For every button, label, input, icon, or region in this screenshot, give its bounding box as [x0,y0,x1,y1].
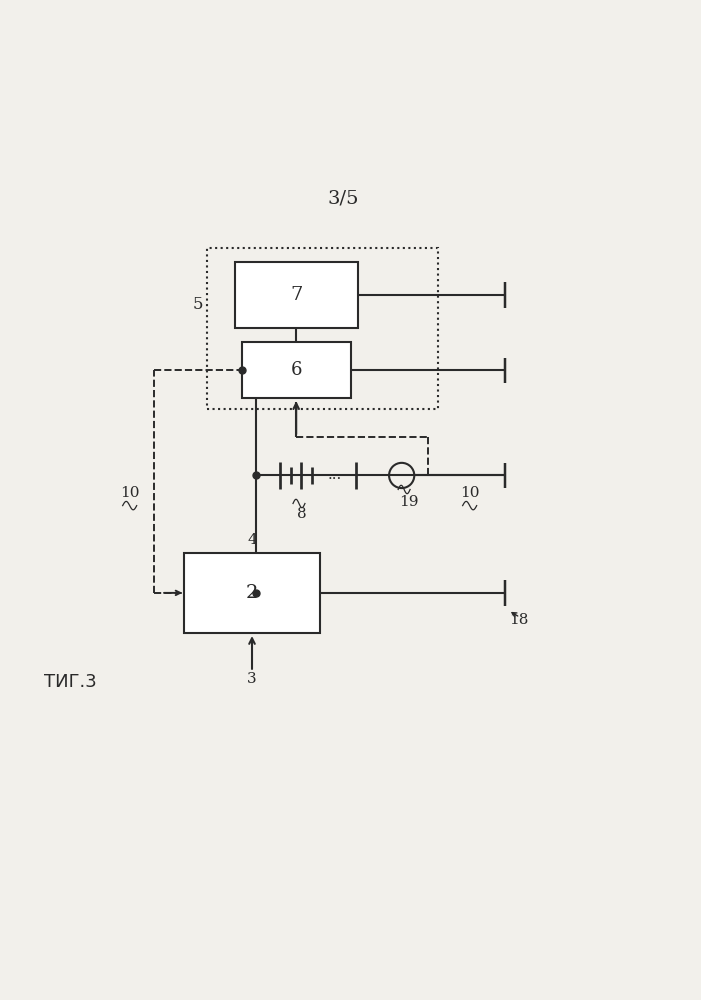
Bar [235,262,358,328]
Text: 8: 8 [297,507,306,521]
Bar [207,248,438,409]
Text: 19: 19 [399,495,418,509]
Text: 7: 7 [290,286,302,304]
Text: 4: 4 [247,533,257,547]
Text: 3: 3 [247,672,257,686]
Text: 18: 18 [509,613,529,627]
Text: 3/5: 3/5 [328,190,359,208]
Text: 6: 6 [290,361,302,379]
Bar [242,342,350,398]
Text: ΤИГ.3: ΤИГ.3 [43,673,97,691]
Text: 10: 10 [120,486,139,500]
Text: 2: 2 [246,584,258,602]
Bar [184,553,320,633]
Text: 10: 10 [460,486,479,500]
Text: 5: 5 [193,296,203,313]
Text: ...: ... [328,468,342,482]
